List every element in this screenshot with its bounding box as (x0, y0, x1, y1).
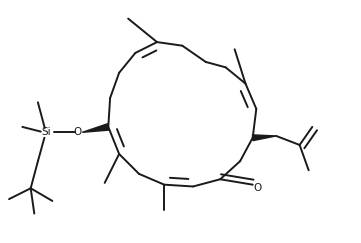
Text: Si: Si (42, 127, 51, 137)
Polygon shape (252, 135, 276, 141)
Text: O: O (253, 182, 261, 192)
Text: O: O (74, 127, 82, 137)
Polygon shape (82, 124, 109, 132)
